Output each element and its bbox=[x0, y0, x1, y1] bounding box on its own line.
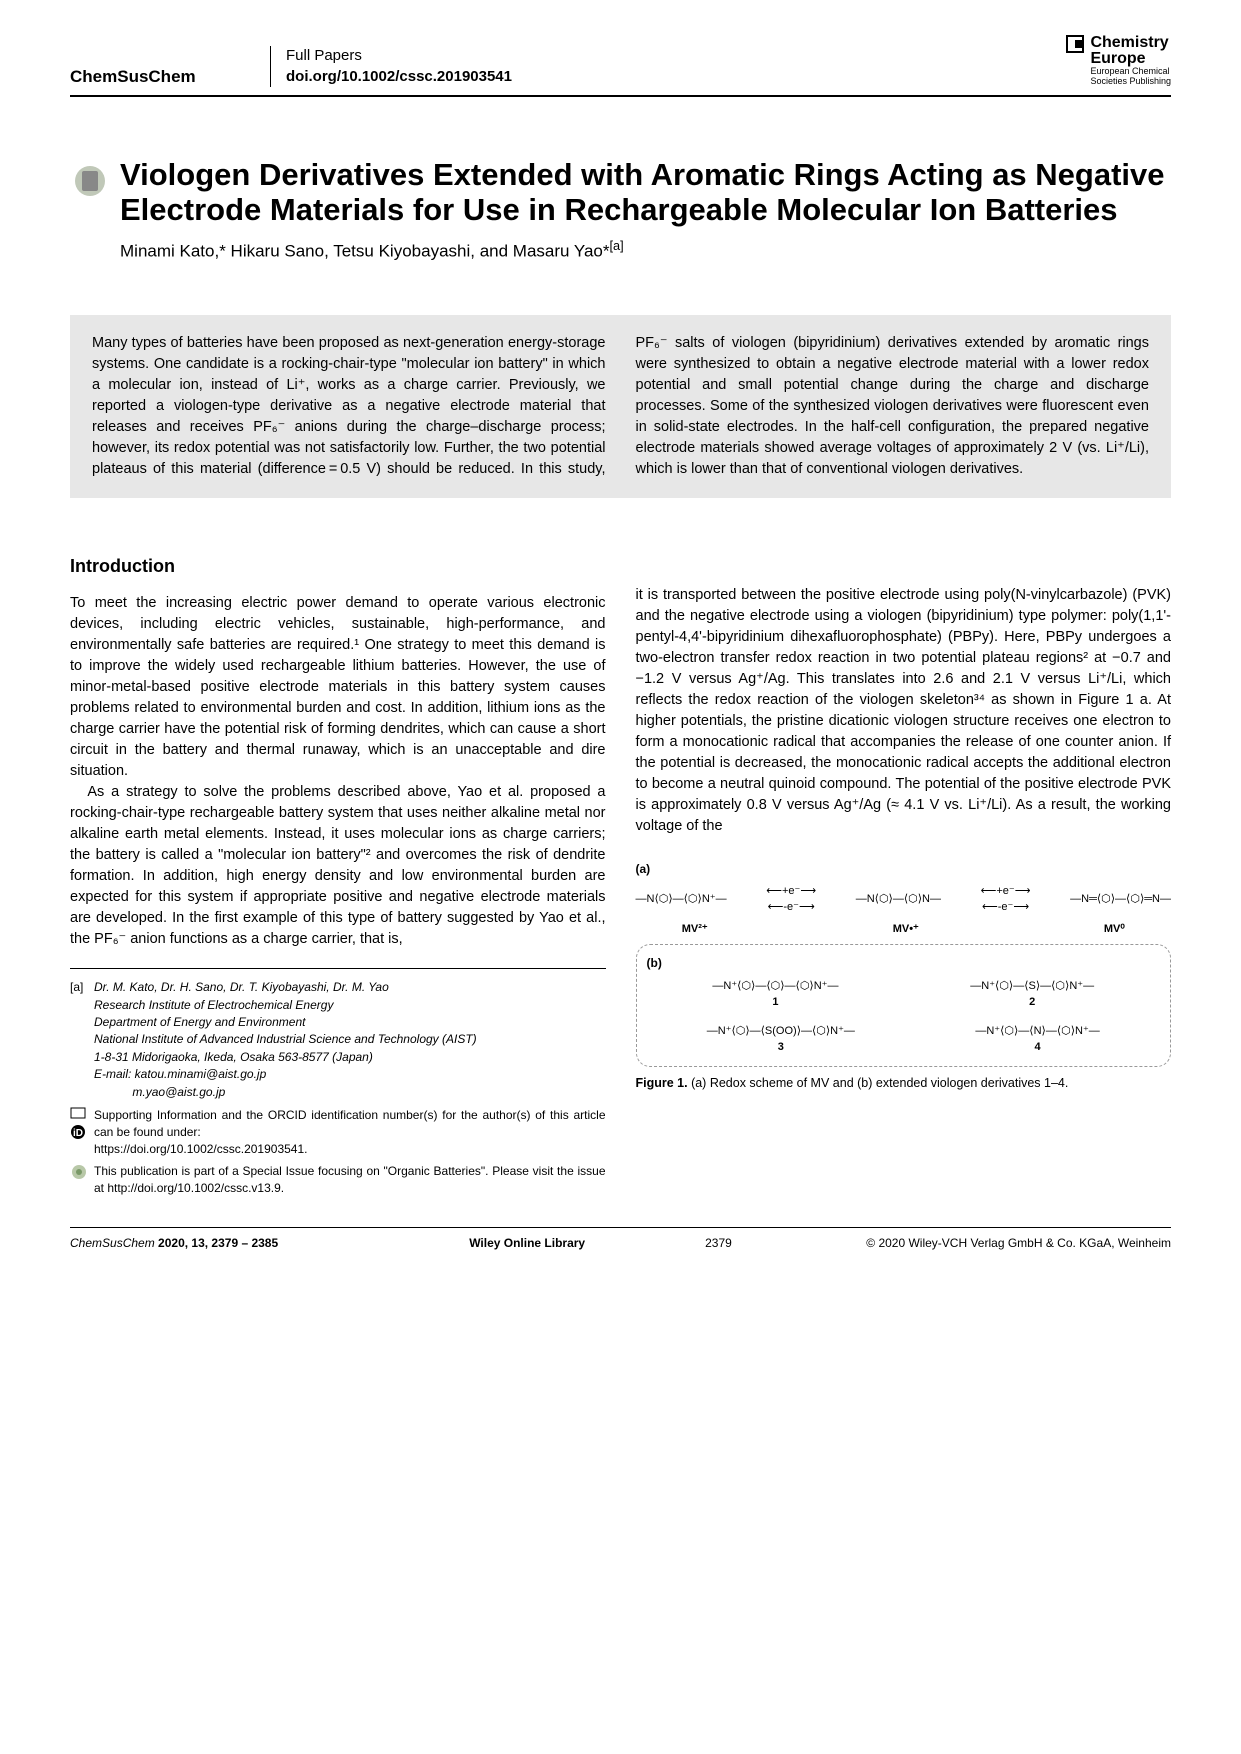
abstract-box: Many types of batteries have been propos… bbox=[70, 315, 1171, 498]
figure-part-a-label: (a) bbox=[636, 861, 1172, 878]
publisher-logo: Chemistry Europe European Chemical Socie… bbox=[1011, 35, 1171, 87]
author-affil-sup: [a] bbox=[610, 238, 624, 253]
figure-1-label: Figure 1. bbox=[636, 1076, 688, 1090]
intro-paragraph-3: it is transported between the positive e… bbox=[636, 585, 1172, 837]
footer-journal: ChemSusChem bbox=[70, 1236, 155, 1250]
special-issue-icon bbox=[70, 1163, 88, 1181]
figure-part-b-label: (b) bbox=[647, 955, 1161, 972]
footer-wiley[interactable]: Wiley Online Library bbox=[449, 1236, 645, 1250]
authors-text: Minami Kato,* Hikaru Sano, Tetsu Kiyobay… bbox=[120, 242, 610, 261]
affil-institute-1: Research Institute of Electrochemical En… bbox=[94, 997, 477, 1014]
chemistry-europe-icon bbox=[1066, 35, 1084, 53]
arrow-minus-e-2: -e⁻ bbox=[998, 901, 1014, 913]
affiliation-box: [a] Dr. M. Kato, Dr. H. Sano, Dr. T. Kiy… bbox=[70, 968, 606, 1101]
intro-paragraph-1: To meet the increasing electric power de… bbox=[70, 593, 606, 782]
article-title: Viologen Derivatives Extended with Aroma… bbox=[120, 157, 1171, 228]
page-header: ChemSusChem Full Papers doi.org/10.1002/… bbox=[70, 35, 1171, 97]
figure-part-b-box: (b) —N⁺⟨⬡⟩—⟨⬡⟩—⟨⬡⟩N⁺—1 —N⁺⟨⬡⟩—⟨S⟩—⟨⬡⟩N⁺—… bbox=[636, 944, 1172, 1067]
page-footer: ChemSusChem 2020, 13, 2379 – 2385 Wiley … bbox=[70, 1227, 1171, 1250]
special-issue-line: This publication is part of a Special Is… bbox=[70, 1163, 606, 1197]
affil-institute-2: Department of Energy and Environment bbox=[94, 1014, 477, 1031]
affil-authors: Dr. M. Kato, Dr. H. Sano, Dr. T. Kiyobay… bbox=[94, 979, 477, 996]
affil-email-2: m.yao@aist.go.jp bbox=[94, 1084, 477, 1101]
supporting-info-text: Supporting Information and the ORCID ide… bbox=[94, 1108, 606, 1139]
compound-3: 3 bbox=[778, 1041, 784, 1053]
right-column: it is transported between the positive e… bbox=[636, 533, 1172, 1197]
header-category-doi: Full Papers doi.org/10.1002/cssc.2019035… bbox=[270, 46, 1011, 87]
species-mv0: MV⁰ bbox=[1104, 922, 1125, 938]
publisher-sub-2: Societies Publishing bbox=[1090, 76, 1171, 86]
affil-tag: [a] bbox=[70, 979, 94, 1101]
doi-link[interactable]: doi.org/10.1002/cssc.201903541 bbox=[286, 67, 1011, 87]
footer-year-vol: 2020, 13, 2379 – 2385 bbox=[158, 1236, 278, 1250]
left-column: Introduction To meet the increasing elec… bbox=[70, 533, 606, 1197]
publisher-sub-1: European Chemical bbox=[1090, 66, 1169, 76]
supporting-info-line: iD Supporting Information and the ORCID … bbox=[70, 1107, 606, 1157]
affil-address: 1-8-31 Midorigaoka, Ikeda, Osaka 563-857… bbox=[94, 1049, 477, 1066]
species-mv2plus: MV²⁺ bbox=[682, 922, 708, 938]
journal-name: ChemSusChem bbox=[70, 67, 270, 87]
authors-line: Minami Kato,* Hikaru Sano, Tetsu Kiyobay… bbox=[120, 238, 1171, 262]
publisher-brand-1: Chemistry bbox=[1090, 34, 1168, 51]
redox-scheme-a: —N⟨⬡⟩—⟨⬡⟩N⁺— ⟵+e⁻⟶⟵-e⁻⟶ —N⟨⬡⟩—⟨⬡⟩N— ⟵+e⁻… bbox=[636, 884, 1172, 938]
document-icon bbox=[70, 1107, 86, 1119]
orcid-icon: iD bbox=[70, 1124, 86, 1140]
footer-page-number: 2379 bbox=[645, 1236, 792, 1250]
introduction-heading: Introduction bbox=[70, 553, 606, 579]
publisher-brand-2: Europe bbox=[1090, 50, 1145, 67]
species-mvdot: MV•⁺ bbox=[893, 922, 919, 938]
paper-category: Full Papers bbox=[286, 46, 1011, 66]
compound-1: 1 bbox=[772, 996, 778, 1008]
svg-text:iD: iD bbox=[73, 1128, 83, 1139]
arrow-plus-e-1: +e⁻ bbox=[782, 885, 800, 897]
special-issue-text: This publication is part of a Special Is… bbox=[94, 1163, 606, 1197]
figure-1-caption: Figure 1. (a) Redox scheme of MV and (b)… bbox=[636, 1075, 1172, 1092]
arrow-minus-e-1: -e⁻ bbox=[783, 901, 799, 913]
affil-institute-3: National Institute of Advanced Industria… bbox=[94, 1031, 477, 1048]
arrow-plus-e-2: +e⁻ bbox=[996, 885, 1014, 897]
footer-copyright: © 2020 Wiley-VCH Verlag GmbH & Co. KGaA,… bbox=[792, 1236, 1171, 1250]
compound-2: 2 bbox=[1029, 996, 1035, 1008]
intro-paragraph-2: As a strategy to solve the problems desc… bbox=[70, 782, 606, 950]
figure-1-caption-text: (a) Redox scheme of MV and (b) extended … bbox=[688, 1076, 1069, 1090]
article-type-icon bbox=[70, 157, 120, 290]
supporting-info-link[interactable]: https://doi.org/10.1002/cssc.201903541. bbox=[94, 1142, 308, 1156]
compound-4: 4 bbox=[1035, 1041, 1041, 1053]
affil-email-1: E-mail: katou.minami@aist.go.jp bbox=[94, 1066, 477, 1083]
